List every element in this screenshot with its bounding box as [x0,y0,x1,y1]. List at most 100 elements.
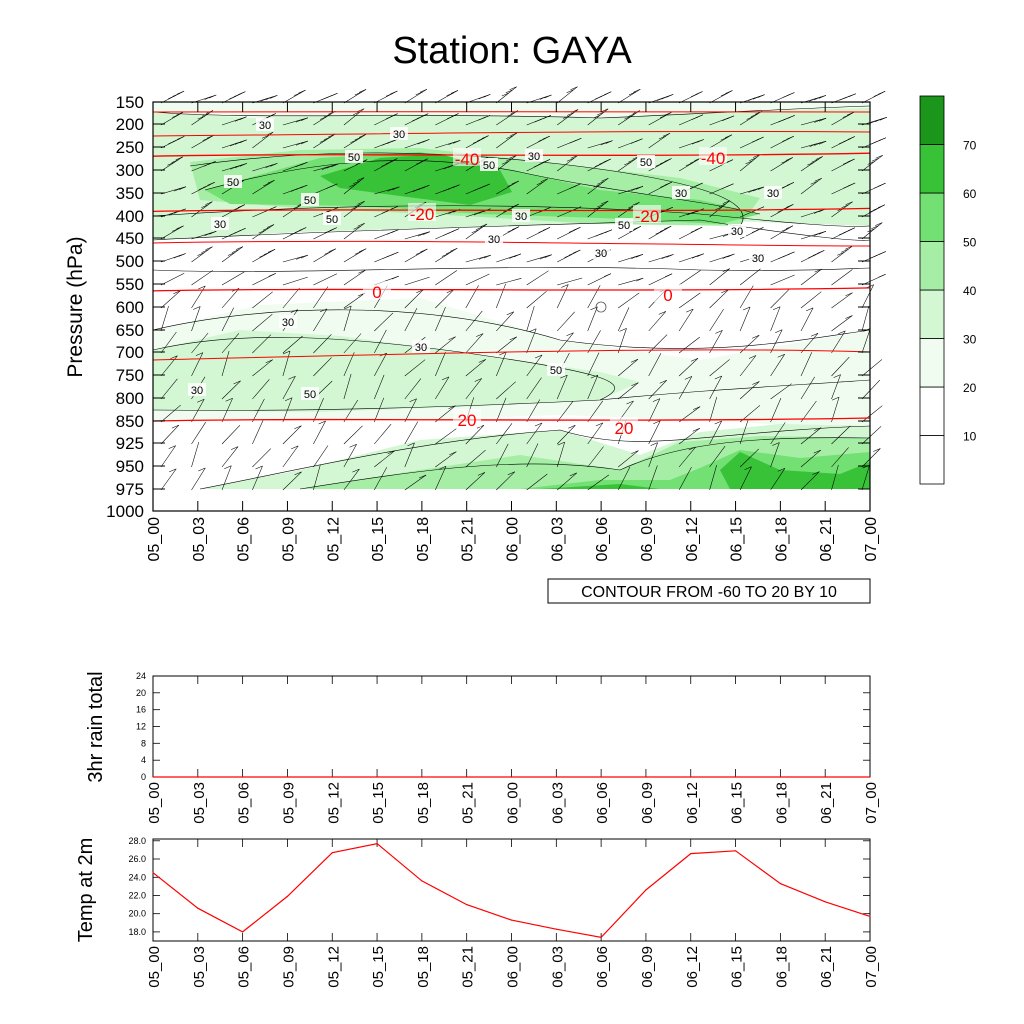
wind-barb-feather [452,184,460,189]
time-tick-label: 05_12 [325,946,342,988]
wind-barb-feather [471,229,479,233]
wind-barb-staff [496,180,519,195]
wind-barb-staff [831,246,853,263]
pressure-tick-label: 600 [116,298,144,317]
wind-barb-feather [538,161,546,165]
wind-barb-feather [201,249,209,253]
wind-barb-staff [252,180,275,195]
wind-barb-feather [687,211,695,216]
wind-barb-feather [533,163,542,168]
time-tick-label: 05_00 [146,946,163,988]
wind-barb-feather [786,135,794,140]
wind-barb-feather [237,204,245,208]
wind-barb-feather [293,205,301,209]
wind-barb-feather [746,116,754,120]
temp-contour-label: -20 [410,205,435,224]
wind-barb-feather [505,89,513,94]
contour-label-bg [592,246,610,259]
wind-barb-feather [290,188,299,192]
wind-barb-feather [419,89,428,93]
wind-barb-feather [661,95,669,100]
wind-barb-feather [446,115,455,119]
wind-barb-feather [284,397,293,401]
contour-label: 50 [550,365,562,377]
temp-label-bg [363,281,391,299]
wind-barb-feather [777,353,785,358]
wind-barb-feather [873,206,881,211]
wind-barb-feather [560,374,568,379]
wind-barb-feather [234,141,243,145]
wind-barb-staff [282,445,299,468]
wind-barb-staff [282,397,293,423]
wind-barb-feather [169,211,177,216]
wind-barb-feather [869,141,877,145]
wind-barb-staff [160,273,185,286]
wind-barb-feather [173,254,181,259]
wind-barb-staff [404,398,417,423]
wind-barb-staff [465,472,486,491]
wind-barb-staff [709,420,722,445]
wind-barb-staff [343,425,363,445]
wind-barb-feather [507,183,515,187]
y-tick-label: 8 [141,738,146,748]
wind-barb-staff [526,254,552,263]
wind-barb-feather [597,111,605,116]
contour-label: 30 [488,234,500,246]
wind-barb-staff [465,449,486,468]
wind-barb-feather [562,115,571,119]
temp-contour-label: 0 [663,286,672,305]
wind-barb-feather [664,112,672,116]
wind-barb-feather [539,255,548,260]
wind-barb-feather [631,187,639,192]
wind-barb-staff [831,397,840,423]
wind-barb-staff [739,355,757,377]
wind-barb-staff [221,271,245,286]
contour-label-bg [211,217,229,230]
wind-barb-staff [861,222,883,240]
wind-barb-staff [740,186,766,195]
wind-barb-feather [209,94,217,99]
wind-barb-feather [290,231,298,236]
temp-contour-label: -40 [455,150,480,169]
y-tick-label: 28.0 [128,836,146,846]
colorbar-label: 50 [963,236,977,250]
wind-barb-staff [496,381,516,400]
wind-barb-feather [198,186,206,191]
wind-barb-staff [404,474,427,491]
wind-barb-staff [343,248,367,263]
wind-barb-feather [510,132,518,136]
wind-barb-feather [742,306,751,311]
wind-barb-staff [282,425,302,445]
wind-barb-feather [172,93,180,97]
time-tick-label: 05_06 [236,946,253,988]
band-bottom-70b [720,452,870,489]
wind-barb-staff [587,140,613,149]
wind-barb-feather [390,158,398,162]
wind-barb-feather [597,203,605,208]
wind-barb-feather [266,224,275,228]
wind-barb-feather [417,186,425,191]
temp-label-bg [408,203,436,221]
contour-label: 30 [191,385,203,397]
wind-barb-feather [838,231,847,236]
time-tick-label: 06_15 [729,946,746,988]
wind-barb-feather [633,89,641,93]
wind-barb-feather [878,273,886,278]
wind-barb-feather [593,184,601,188]
wind-barb-feather [392,186,400,191]
wind-barb-feather [261,134,270,139]
wind-barb-staff [221,465,232,491]
contour-label-bg [749,251,767,264]
wind-barb-staff [556,401,574,423]
wind-barb-staff [374,312,394,332]
wind-barb-staff [282,287,300,309]
wind-barb-staff [496,311,515,332]
wind-barb-staff [861,155,883,172]
wind-barb-feather [690,357,699,362]
time-ticks: 05_00 05_03 05_06 05_09 05_12 05_15 05_18 05_21… [146,102,880,562]
wind-barb-staff [770,383,792,400]
contour-label-bg [480,158,498,171]
wind-barb-feather [353,226,361,230]
y-tick-label: 16 [136,705,146,715]
y-tick-label: 12 [136,722,146,732]
